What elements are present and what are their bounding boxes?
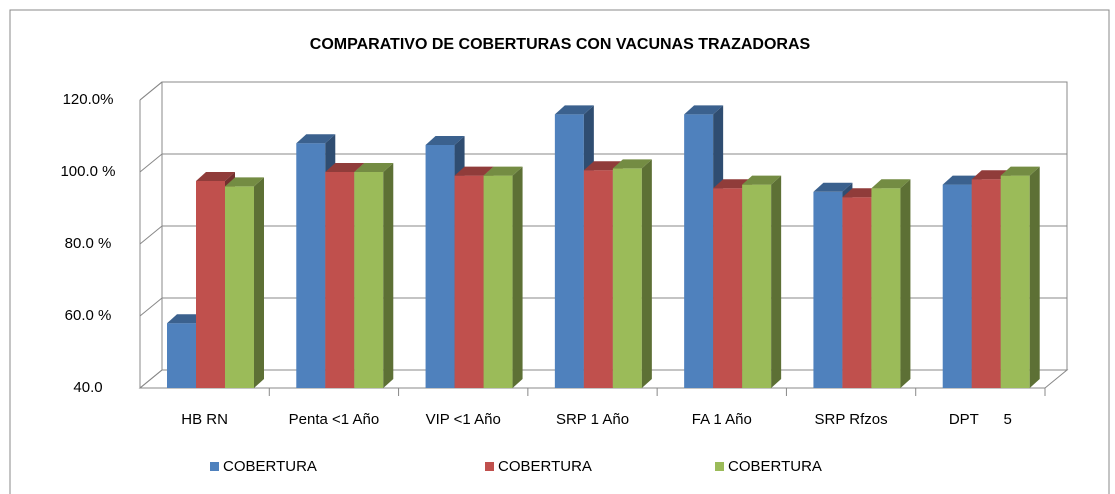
grid-line [139,81,1067,101]
legend-label: COBERTURA [728,458,822,475]
bar-front [225,186,254,388]
x-tick-label: FA 1 Año [692,411,752,428]
bar-top [354,163,394,172]
x-tick-label: HB RN [181,411,228,428]
bar-front [325,172,355,388]
bar-front [842,197,872,388]
bar [612,159,652,388]
bar-front [454,175,484,388]
y-tick-label: 60.0 % [65,307,112,324]
y-tick-label: 100.0 % [60,163,115,180]
bar [713,179,753,388]
bar-top [1000,166,1040,176]
bar-top [742,175,782,185]
bar-front [684,114,714,389]
bar-front [1000,175,1030,388]
bar-top [583,161,623,171]
bar-front [354,172,384,388]
bar-front [583,170,613,388]
bar-front [742,184,772,388]
y-tick-label: 80.0 % [65,235,112,252]
bar-top [225,177,264,187]
bar-top [425,136,465,145]
bar [483,166,523,388]
bar-top [196,172,235,181]
x-tick-label: VIP <1 Año [426,411,501,428]
bar-side [254,177,264,388]
bar-top [554,105,594,115]
bar-top [483,166,523,176]
bar-side [771,175,782,388]
bar-top [813,182,853,192]
bar-front [483,175,513,388]
bar [354,163,394,388]
bar-side [1029,166,1040,388]
bar [1000,166,1040,388]
y-tick-label: 40.0 [73,379,102,396]
bar-top [612,159,652,169]
bar-side [512,166,523,388]
x-tick-label: DPT 5 [949,411,1012,428]
bar-side [900,179,911,388]
legend-swatch [485,462,494,471]
bar [225,177,264,388]
bar-front [196,181,225,388]
bar-front [813,191,843,388]
x-tick-label: Penta <1 Año [289,411,380,428]
bar-top [296,134,336,144]
bar-front [942,184,972,388]
bar-front [167,323,196,388]
bar-front [425,145,455,388]
bar-front [871,188,901,388]
bar-side [641,159,652,388]
bar [742,175,782,388]
legend-swatch [210,462,219,471]
bar-front [713,188,743,388]
legend-swatch [715,462,724,471]
chart-title: COMPARATIVO DE COBERTURAS CON VACUNAS TR… [310,36,811,53]
bar-top [454,166,494,176]
legend-label: COBERTURA [223,458,317,475]
bar-front [971,179,1001,388]
x-tick-label: SRP Rfzos [815,411,888,428]
x-tick-label: SRP 1 Año [556,411,629,428]
bar [871,179,911,388]
y-tick-label: 120.0% [63,91,114,108]
bar-top [325,163,365,172]
bar-front [612,168,642,388]
bar-top [871,179,911,189]
bar-top [684,105,724,115]
bar-front [554,114,584,389]
bar-front [296,143,326,388]
bar-side [383,163,394,388]
grid-line [139,153,1067,173]
legend-label: COBERTURA [498,458,592,475]
